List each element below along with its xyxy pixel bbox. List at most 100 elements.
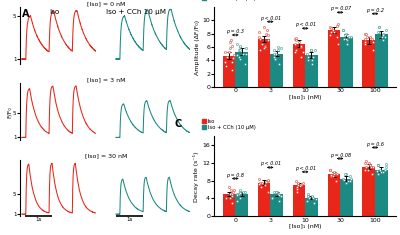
Point	[242, 62, 248, 66]
Point	[340, 37, 347, 41]
Text: p < 0.01: p < 0.01	[260, 161, 281, 166]
Bar	[270, 194, 283, 216]
Point	[310, 55, 317, 59]
Point	[237, 48, 244, 52]
Point	[305, 55, 311, 59]
Point	[265, 33, 272, 37]
Point	[311, 201, 317, 205]
Point	[265, 179, 271, 183]
Point	[256, 48, 263, 52]
Point	[332, 179, 339, 183]
Point	[230, 56, 237, 60]
Bar	[340, 179, 353, 216]
Point	[237, 57, 244, 61]
Point	[340, 177, 346, 180]
Point	[227, 47, 233, 50]
Point	[310, 197, 316, 200]
Point	[236, 55, 242, 59]
Text: Iso: Iso	[49, 9, 59, 16]
Point	[362, 40, 368, 43]
Point	[236, 192, 242, 196]
Point	[268, 197, 275, 200]
Point	[382, 168, 388, 172]
Point	[362, 42, 368, 46]
Point	[330, 174, 336, 178]
Point	[363, 165, 370, 169]
Text: p = 0.6: p = 0.6	[366, 141, 384, 146]
Point	[227, 192, 233, 196]
Legend: Iso, Iso + CCh (10 μM): Iso, Iso + CCh (10 μM)	[202, 119, 256, 130]
Point	[300, 50, 306, 54]
Bar	[328, 30, 340, 87]
Point	[234, 192, 240, 196]
Bar	[305, 55, 318, 87]
Point	[262, 44, 268, 47]
Point	[343, 181, 350, 185]
Text: p = 0.07: p = 0.07	[330, 6, 351, 12]
Y-axis label: Amplitude (ΔF/F₀): Amplitude (ΔF/F₀)	[195, 20, 200, 74]
Text: p < 0.01: p < 0.01	[260, 16, 281, 21]
Point	[265, 190, 272, 194]
Title: [Iso] = 0 nM: [Iso] = 0 nM	[87, 1, 126, 6]
Point	[380, 170, 386, 174]
Text: p < 0.01: p < 0.01	[294, 166, 316, 171]
Point	[309, 194, 315, 198]
Point	[334, 172, 340, 176]
Point	[308, 48, 314, 52]
Point	[328, 174, 334, 178]
Point	[304, 199, 310, 203]
Point	[382, 28, 389, 32]
Point	[297, 44, 304, 47]
Point	[258, 185, 264, 189]
Point	[236, 196, 243, 200]
Point	[327, 33, 334, 37]
X-axis label: [Iso]₁ (nM): [Iso]₁ (nM)	[289, 224, 322, 229]
Bar	[223, 56, 235, 87]
Point	[376, 168, 383, 172]
Point	[275, 192, 281, 196]
Point	[328, 27, 334, 30]
Point	[228, 68, 235, 72]
Point	[256, 181, 263, 185]
Point	[312, 48, 318, 52]
Bar	[362, 167, 375, 216]
Point	[367, 35, 374, 39]
Point	[261, 47, 267, 50]
Point	[227, 40, 234, 44]
Point	[366, 163, 373, 167]
Point	[331, 172, 338, 176]
Point	[307, 48, 314, 52]
Point	[370, 48, 376, 52]
Point	[292, 42, 298, 46]
Point	[223, 197, 230, 200]
Point	[224, 55, 230, 59]
Point	[260, 25, 267, 29]
Point	[329, 28, 336, 32]
Point	[275, 193, 282, 197]
Point	[294, 187, 300, 191]
Point	[380, 32, 386, 35]
Bar	[292, 185, 305, 216]
Point	[328, 173, 334, 177]
Point	[346, 35, 352, 39]
Point	[258, 42, 265, 46]
Point	[237, 44, 243, 47]
Point	[334, 24, 340, 27]
Point	[230, 53, 237, 57]
Point	[348, 35, 354, 39]
Bar	[258, 39, 270, 87]
Point	[365, 168, 372, 172]
Point	[259, 181, 266, 185]
Text: p = 0.3: p = 0.3	[226, 29, 244, 34]
Point	[305, 58, 312, 62]
Text: A: A	[22, 9, 30, 20]
Point	[295, 183, 302, 187]
Point	[347, 179, 354, 183]
Bar	[362, 40, 375, 87]
Point	[362, 37, 368, 41]
Text: p = 0.2: p = 0.2	[366, 8, 384, 13]
Point	[262, 45, 269, 49]
Point	[370, 40, 376, 43]
Bar	[235, 194, 248, 216]
X-axis label: [Iso]₁ (nM): [Iso]₁ (nM)	[289, 95, 322, 100]
